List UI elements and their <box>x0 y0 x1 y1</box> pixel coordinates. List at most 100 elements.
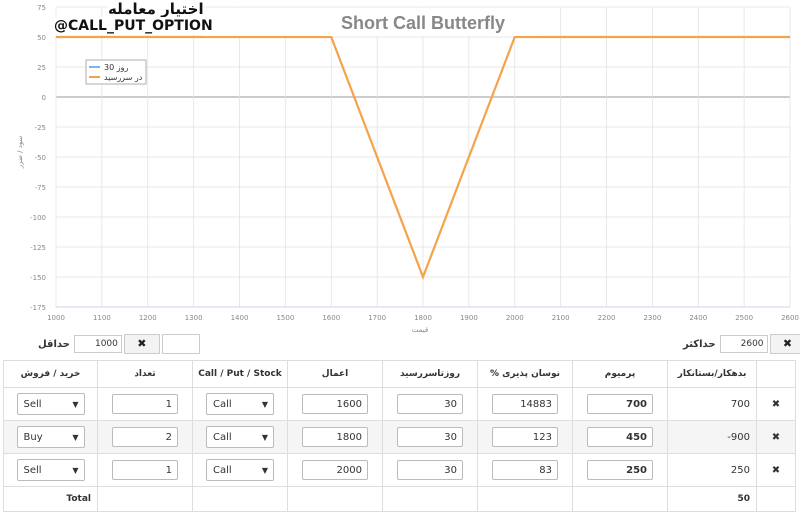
chevron-down-icon: ▼ <box>261 466 268 475</box>
header-strike: اعمال <box>287 360 383 388</box>
x-tick-label: 2600 <box>781 314 799 322</box>
table-row: Buy ▼ 2 Call ▼ 1800 30 123 450 -900 ✖ <box>3 420 796 454</box>
header-type: Call / Put / Stock <box>192 360 288 388</box>
header-side: خرید / فروش <box>3 360 98 388</box>
strike-input[interactable]: 1600 <box>302 394 368 414</box>
x-tick-label: 1100 <box>93 314 111 322</box>
delete-icon[interactable]: ✖ <box>756 387 796 421</box>
table-row: Sell ▼ 1 Call ▼ 1600 30 14883 700 700 ✖ <box>3 387 796 421</box>
x-axis-label: قیمت <box>412 326 428 334</box>
x-tick-label: 2000 <box>506 314 524 322</box>
days-input[interactable]: 30 <box>397 460 463 480</box>
total-value: 50 <box>667 486 757 512</box>
y-tick-label: 0 <box>42 94 46 102</box>
legend-entry-30day: روز 30 <box>104 63 128 72</box>
volatility-input[interactable]: 83 <box>492 460 558 480</box>
total-label: Total <box>3 486 98 512</box>
qty-input[interactable]: 1 <box>112 394 178 414</box>
delete-icon[interactable]: ✖ <box>756 453 796 487</box>
header-delete <box>756 360 796 388</box>
x-tick-label: 2100 <box>552 314 570 322</box>
x-tick-label: 2400 <box>689 314 707 322</box>
x-tick-label: 1000 <box>47 314 65 322</box>
header-debit-credit: بدهکار/بستانکار <box>667 360 757 388</box>
x-tick-label: 2200 <box>598 314 616 322</box>
type-select[interactable]: Call ▼ <box>206 426 274 448</box>
type-select[interactable]: Call ▼ <box>206 393 274 415</box>
y-tick-labels: 75 50 25 0 -25 -50 -75 -100 -125 -150 -175 <box>30 4 46 312</box>
min-label: حداقل <box>38 338 70 350</box>
days-input[interactable]: 30 <box>397 394 463 414</box>
y-tick-label: 50 <box>37 34 46 42</box>
delete-icon[interactable]: ✖ <box>756 420 796 454</box>
max-input[interactable]: 2600 <box>719 335 768 353</box>
strike-input[interactable]: 1800 <box>302 427 368 447</box>
side-select[interactable]: Sell ▼ <box>16 459 85 481</box>
y-axis-label: سود / ضرر <box>16 136 24 170</box>
y-tick-label: -175 <box>30 304 46 312</box>
side-select[interactable]: Sell ▼ <box>16 393 85 415</box>
x-tick-label: 1800 <box>414 314 432 322</box>
x-tick-label: 2300 <box>643 314 661 322</box>
strike-input[interactable]: 2000 <box>302 460 368 480</box>
y-tick-label: -150 <box>30 274 46 282</box>
debit-credit-value: -900 <box>667 420 757 454</box>
debit-credit-value: 250 <box>667 453 757 487</box>
x-tick-label: 2500 <box>735 314 753 322</box>
header-days: روزتاسررسید <box>382 360 478 388</box>
total-row: Total 50 <box>3 486 796 512</box>
x-tick-label: 1500 <box>276 314 294 322</box>
debit-credit-value: 700 <box>667 387 757 421</box>
x-tick-label: 1200 <box>139 314 157 322</box>
y-tick-label: -125 <box>30 244 46 252</box>
x-tick-labels: 1000 1100 1200 1300 1400 1500 1600 1700 1800 1900… <box>47 314 799 322</box>
chevron-down-icon: ▼ <box>72 400 79 409</box>
min-control: حداقل 1000 ✖ <box>38 334 200 354</box>
max-label: حداکثر <box>683 338 716 350</box>
x-tick-label: 1900 <box>460 314 478 322</box>
volatility-input[interactable]: 14883 <box>492 394 558 414</box>
y-tick-label: 25 <box>37 64 46 72</box>
watermark-line2: @CALL_PUT_OPTION <box>52 17 215 35</box>
positions-table: خرید / فروش تعداد Call / Put / Stock اعم… <box>3 360 796 512</box>
watermark-line1: اختیار معامله <box>108 0 204 18</box>
payoff-chart: 75 50 25 0 -25 -50 -75 -100 -125 -150 -175 1000 110… <box>16 4 799 334</box>
y-tick-label: -50 <box>35 154 46 162</box>
chevron-down-icon: ▼ <box>261 433 268 442</box>
chevron-down-icon: ▼ <box>72 466 79 475</box>
chart-series <box>55 35 791 281</box>
min-input[interactable]: 1000 <box>73 335 122 353</box>
volatility-input[interactable]: 123 <box>492 427 558 447</box>
chevron-down-icon: ▼ <box>261 400 268 409</box>
premium-input[interactable]: 450 <box>587 427 653 447</box>
y-tick-label: -75 <box>35 184 46 192</box>
qty-input[interactable]: 1 <box>112 460 178 480</box>
legend: روز 30 در سررسید <box>85 59 147 85</box>
premium-input[interactable]: 250 <box>587 460 653 480</box>
header-qty: تعداد <box>97 360 193 388</box>
chart-grid <box>55 6 791 308</box>
premium-input[interactable]: 700 <box>587 394 653 414</box>
max-control: حداکثر 2600 ✖ <box>683 334 800 354</box>
x-tick-label: 1300 <box>185 314 203 322</box>
table-row: Sell ▼ 1 Call ▼ 2000 30 83 250 250 ✖ <box>3 453 796 487</box>
y-tick-label: -100 <box>30 214 46 222</box>
max-clear-button[interactable]: ✖ <box>769 334 800 354</box>
chart-title: Short Call Butterfly <box>341 13 505 33</box>
qty-input[interactable]: 2 <box>112 427 178 447</box>
chevron-down-icon: ▼ <box>72 433 79 442</box>
x-tick-label: 1700 <box>368 314 386 322</box>
y-tick-label: 75 <box>37 4 46 12</box>
title-background <box>203 8 543 36</box>
header-premium: پرمیوم <box>572 360 668 388</box>
header-volatility: % نوسان پذیری <box>477 360 573 388</box>
x-tick-label: 1400 <box>231 314 249 322</box>
table-header-row: خرید / فروش تعداد Call / Put / Stock اعم… <box>3 360 796 388</box>
min-clear-button[interactable]: ✖ <box>123 334 160 354</box>
days-input[interactable]: 30 <box>397 427 463 447</box>
y-tick-label: -25 <box>35 124 46 132</box>
x-tick-label: 1600 <box>322 314 340 322</box>
side-select[interactable]: Buy ▼ <box>16 426 85 448</box>
type-select[interactable]: Call ▼ <box>206 459 274 481</box>
min-spare-button[interactable] <box>161 334 200 354</box>
